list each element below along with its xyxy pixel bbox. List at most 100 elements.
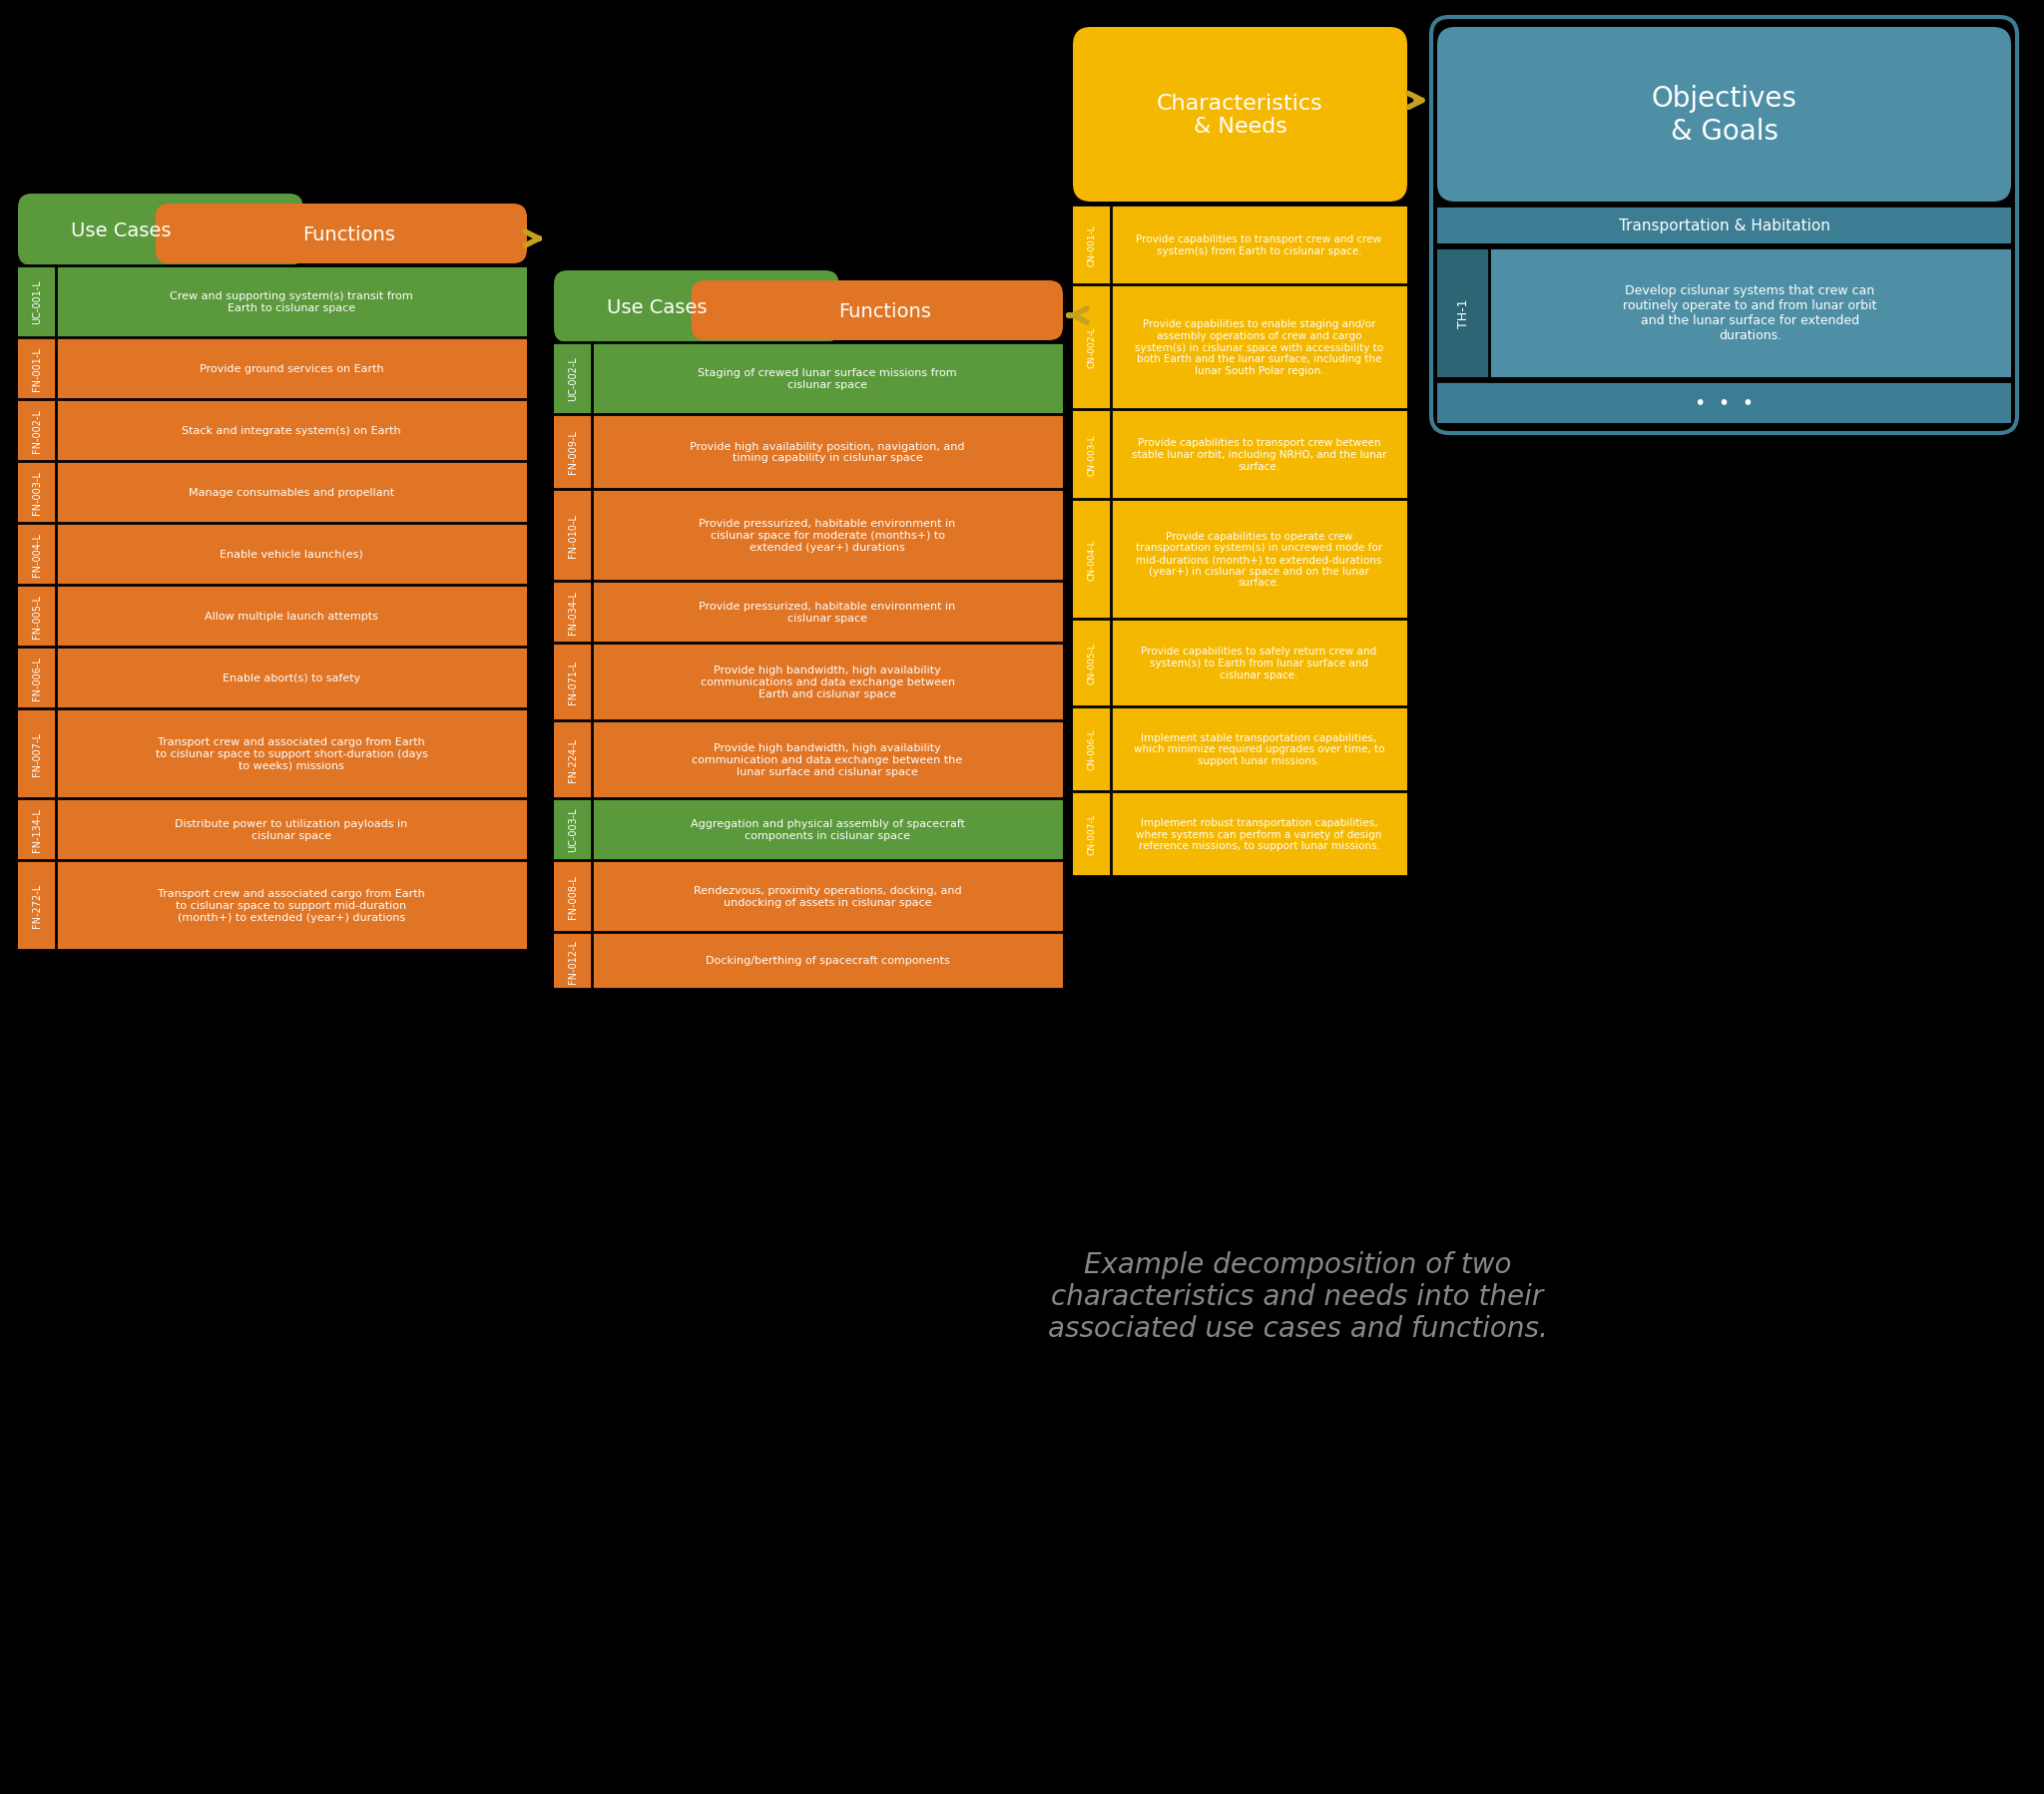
Bar (554, 343, 593, 414)
Text: Provide capabilities to safely return crew and
system(s) to Earth from lunar sur: Provide capabilities to safely return cr… (1141, 646, 1378, 680)
Text: Provide pressurized, habitable environment in
cislunar space for moderate (month: Provide pressurized, habitable environme… (699, 518, 957, 553)
FancyBboxPatch shape (1437, 29, 2011, 203)
Bar (554, 490, 593, 581)
Text: Allow multiple launch attempts: Allow multiple launch attempts (204, 612, 378, 621)
Text: Docking/berthing of spacecraft components: Docking/berthing of spacecraft component… (705, 956, 950, 965)
Text: FN-001-L: FN-001-L (33, 346, 43, 391)
Text: FN-071-L: FN-071-L (568, 660, 578, 703)
Text: CN-004-L: CN-004-L (1087, 538, 1096, 579)
Bar (593, 581, 1063, 644)
Bar (18, 585, 55, 648)
FancyBboxPatch shape (1073, 29, 1406, 203)
Bar (18, 648, 55, 709)
Text: FN-006-L: FN-006-L (33, 657, 43, 700)
Text: Provide high bandwidth, high availability
communications and data exchange betwe: Provide high bandwidth, high availabilit… (701, 666, 955, 698)
Text: Stack and integrate system(s) on Earth: Stack and integrate system(s) on Earth (182, 425, 401, 436)
Bar (18, 709, 55, 798)
Bar (593, 644, 1063, 721)
Text: Provide capabilities to transport crew between
stable lunar orbit, including NRH: Provide capabilities to transport crew b… (1132, 438, 1386, 472)
Text: FN-003-L: FN-003-L (33, 470, 43, 515)
Bar (18, 798, 55, 861)
FancyBboxPatch shape (155, 205, 527, 264)
Bar (55, 524, 527, 585)
Bar (1073, 619, 1110, 707)
Text: Transport crew and associated cargo from Earth
to cislunar space to support mid-: Transport crew and associated cargo from… (157, 888, 425, 922)
Bar (554, 414, 593, 490)
Bar (1073, 285, 1110, 409)
Text: UC-001-L: UC-001-L (33, 280, 43, 325)
Text: Provide high availability position, navigation, and
timing capability in cisluna: Provide high availability position, navi… (691, 441, 965, 463)
Bar (18, 337, 55, 400)
Bar (593, 414, 1063, 490)
Text: Provide capabilities to enable staging and/or
assembly operations of crew and ca: Provide capabilities to enable staging a… (1134, 319, 1384, 375)
Bar (593, 933, 1063, 988)
Bar (1437, 248, 1490, 379)
Text: Use Cases: Use Cases (69, 221, 172, 240)
Text: FN-134-L: FN-134-L (33, 807, 43, 852)
Text: Implement robust transportation capabilities,
where systems can perform a variet: Implement robust transportation capabili… (1136, 818, 1382, 850)
Text: Develop cislunar systems that crew can
routinely operate to and from lunar orbit: Develop cislunar systems that crew can r… (1623, 283, 1876, 343)
Text: FN-272-L: FN-272-L (33, 883, 43, 927)
Text: Aggregation and physical assembly of spacecraft
components in cislunar space: Aggregation and physical assembly of spa… (691, 818, 965, 840)
Text: UC-003-L: UC-003-L (568, 807, 578, 852)
Text: FN-002-L: FN-002-L (33, 409, 43, 452)
Text: CN-006-L: CN-006-L (1087, 728, 1096, 770)
Bar (18, 524, 55, 585)
Bar (554, 933, 593, 988)
Text: UC-002-L: UC-002-L (568, 357, 578, 402)
Bar (18, 861, 55, 951)
Bar (554, 644, 593, 721)
Bar (1110, 791, 1406, 877)
Text: Functions: Functions (303, 224, 394, 244)
Bar (55, 648, 527, 709)
Text: FN-009-L: FN-009-L (568, 431, 578, 474)
Bar (1110, 285, 1406, 409)
Bar (1110, 499, 1406, 619)
Bar (1110, 707, 1406, 791)
Text: TH-1: TH-1 (1457, 298, 1470, 328)
Text: Characteristics
& Needs: Characteristics & Needs (1157, 93, 1322, 136)
Bar (1073, 499, 1110, 619)
Bar (1437, 206, 2011, 244)
Bar (593, 798, 1063, 861)
Text: FN-010-L: FN-010-L (568, 513, 578, 558)
Bar (554, 798, 593, 861)
Bar (1073, 707, 1110, 791)
Bar (554, 721, 593, 798)
Text: Objectives
& Goals: Objectives & Goals (1652, 84, 1797, 145)
FancyBboxPatch shape (1431, 18, 2017, 434)
Bar (1073, 409, 1110, 499)
Text: Provide pressurized, habitable environment in
cislunar space: Provide pressurized, habitable environme… (699, 601, 957, 623)
Bar (55, 861, 527, 951)
Text: Transport crew and associated cargo from Earth
to cislunar space to support shor: Transport crew and associated cargo from… (155, 737, 427, 770)
Text: FN-034-L: FN-034-L (568, 590, 578, 633)
Text: FN-007-L: FN-007-L (33, 732, 43, 775)
Text: Staging of crewed lunar surface missions from
cislunar space: Staging of crewed lunar surface missions… (697, 368, 957, 389)
Bar (1073, 791, 1110, 877)
Bar (55, 709, 527, 798)
Text: Implement stable transportation capabilities,
which minimize required upgrades o: Implement stable transportation capabili… (1134, 734, 1384, 766)
Bar (1110, 409, 1406, 499)
Text: Provide capabilities to transport crew and crew
system(s) from Earth to cislunar: Provide capabilities to transport crew a… (1136, 235, 1382, 257)
Text: Provide ground services on Earth: Provide ground services on Earth (200, 364, 384, 373)
Bar (55, 798, 527, 861)
Bar (1073, 206, 1110, 285)
Text: Enable vehicle launch(es): Enable vehicle launch(es) (219, 549, 364, 560)
Text: Provide high bandwidth, high availability
communication and data exchange betwee: Provide high bandwidth, high availabilit… (693, 743, 963, 777)
Bar (593, 490, 1063, 581)
Text: Enable abort(s) to safety: Enable abort(s) to safety (223, 673, 360, 684)
Text: Example decomposition of two
characteristics and needs into their
associated use: Example decomposition of two characteris… (1047, 1250, 1547, 1342)
Text: Functions: Functions (838, 301, 930, 321)
Bar (55, 461, 527, 524)
Bar (593, 861, 1063, 933)
Bar (1490, 248, 2011, 379)
Text: •  •  •: • • • (1694, 393, 1754, 413)
FancyBboxPatch shape (691, 282, 1063, 341)
Bar (55, 337, 527, 400)
Bar (55, 266, 527, 337)
Text: FN-012-L: FN-012-L (568, 938, 578, 983)
Text: Rendezvous, proximity operations, docking, and
undocking of assets in cislunar s: Rendezvous, proximity operations, dockin… (693, 886, 961, 908)
Bar (554, 581, 593, 644)
FancyBboxPatch shape (554, 271, 838, 343)
Text: CN-007-L: CN-007-L (1087, 813, 1096, 856)
